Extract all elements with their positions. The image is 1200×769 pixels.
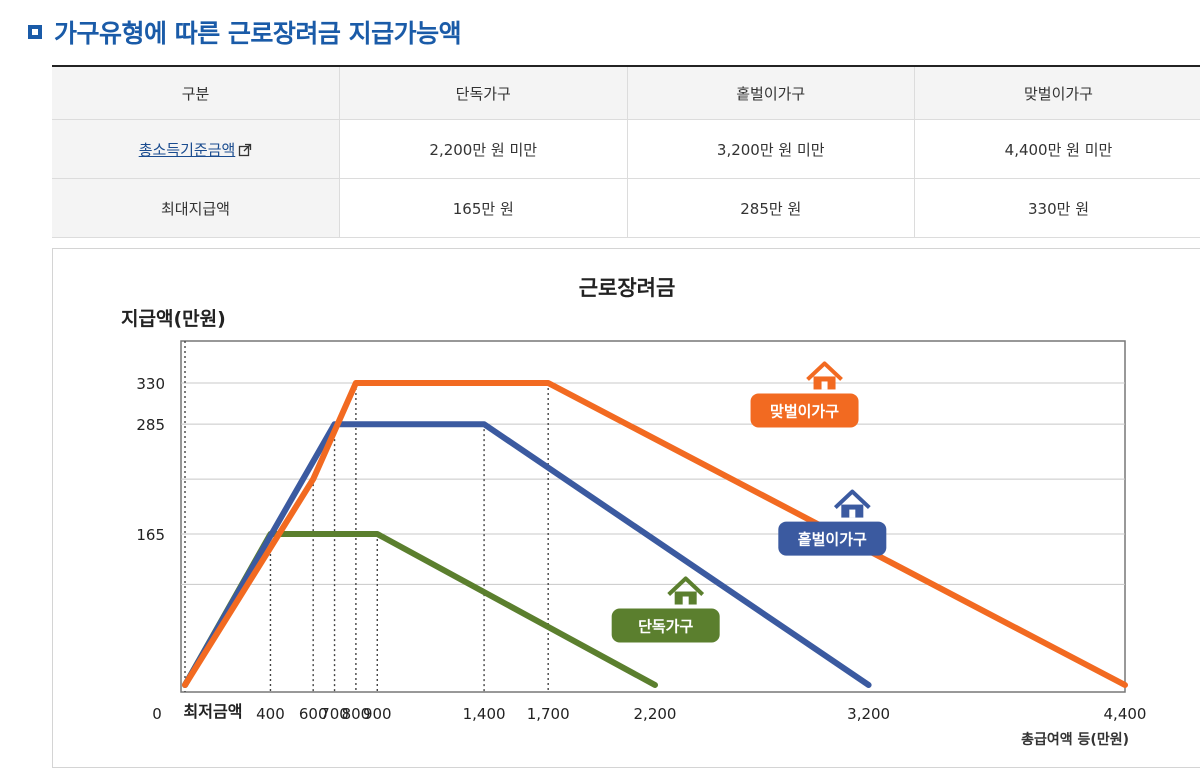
col-header-single: 단독가구 xyxy=(340,66,628,120)
x-tick-label: 1,700 xyxy=(527,705,570,723)
y-tick-label: 165 xyxy=(136,526,165,544)
square-bullet-icon xyxy=(28,25,42,39)
external-link-icon[interactable] xyxy=(238,143,252,157)
x-tick-label: 3,200 xyxy=(847,705,890,723)
row-header-max-benefit: 최대지급액 xyxy=(52,179,340,238)
table-cell: 165만 원 xyxy=(340,179,628,238)
benefit-table: 구분 단독가구 홑벌이가구 맞벌이가구 총소득기준금액 2,200만 원 미만 … xyxy=(52,65,1200,238)
y-tick-label: 330 xyxy=(136,375,165,393)
col-header-single-earner: 홑벌이가구 xyxy=(627,66,915,120)
table-header-row: 구분 단독가구 홑벌이가구 맞벌이가구 xyxy=(52,66,1200,120)
table-cell: 285만 원 xyxy=(627,179,915,238)
house-door xyxy=(822,381,828,389)
x-tick-label: 2,200 xyxy=(634,705,677,723)
chart-title: 근로장려금 xyxy=(579,276,676,300)
income-limit-link[interactable]: 총소득기준금액 xyxy=(139,141,236,159)
legend-label: 맞벌이가구 xyxy=(770,402,839,420)
table-cell: 330만 원 xyxy=(915,179,1200,238)
table-cell: 3,200만 원 미만 xyxy=(627,120,915,179)
legend-label: 홑벌이가구 xyxy=(798,531,867,549)
x-tick-label: 1,400 xyxy=(463,705,506,723)
table-cell: 2,200만 원 미만 xyxy=(340,120,628,179)
y-tick-label: 285 xyxy=(136,416,165,434)
x-tick-label: 4,400 xyxy=(1104,705,1147,723)
x-tick-label: 900 xyxy=(363,705,392,723)
col-header-dual-earner: 맞벌이가구 xyxy=(915,66,1200,120)
row-header-income-limit[interactable]: 총소득기준금액 xyxy=(52,120,340,179)
house-door xyxy=(849,510,855,518)
legend-label: 단독가구 xyxy=(638,618,693,636)
col-header-category: 구분 xyxy=(52,66,340,120)
x-tick-label: 400 xyxy=(256,705,285,723)
house-door xyxy=(683,597,689,605)
table-cell: 4,400만 원 미만 xyxy=(915,120,1200,179)
section-title: 가구유형에 따른 근로장려금 지급가능액 xyxy=(54,14,461,50)
y-tick-label: 0 xyxy=(152,705,162,723)
min-amount-label: 최저금액 xyxy=(184,702,243,721)
table-row: 총소득기준금액 2,200만 원 미만 3,200만 원 미만 4,400만 원… xyxy=(52,120,1200,179)
y-axis-label: 지급액(만원) xyxy=(121,308,226,330)
section-heading: 가구유형에 따른 근로장려금 지급가능액 xyxy=(28,14,461,50)
table-row: 최대지급액 165만 원 285만 원 330만 원 xyxy=(52,179,1200,238)
x-axis-label: 총급여액 등(만원) xyxy=(1021,731,1129,748)
